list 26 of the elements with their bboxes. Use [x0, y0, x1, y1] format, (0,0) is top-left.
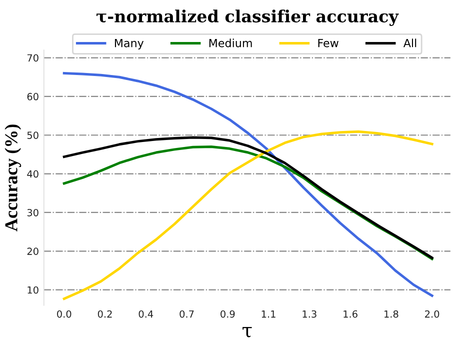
y-tick-label: 70 [27, 54, 38, 62]
y-tick-label: 10 [28, 286, 38, 294]
legend-label: Many [114, 39, 144, 50]
x-tick-label: 0.4 [138, 310, 154, 318]
line-series [62, 130, 434, 300]
x-tick-label: 2.0 [425, 310, 440, 318]
legend-label: Medium [209, 38, 252, 48]
line-series [62, 72, 434, 297]
x-tick-label: 1.3 [302, 310, 316, 318]
legend-label: All [403, 38, 416, 48]
x-tick-label: 0.2 [98, 310, 112, 318]
x-axis-title: τ [242, 327, 252, 338]
y-tick-label: 30 [27, 208, 38, 216]
x-tick-label: 1.8 [384, 310, 398, 318]
x-tick-label: 1.1 [262, 310, 276, 318]
chart-title: τ-normalized classifier accuracy [96, 10, 399, 26]
y-tick-label: 40 [27, 170, 38, 178]
x-tick-label: 0.7 [180, 310, 194, 318]
y-tick-label: 60 [27, 92, 38, 100]
x-tick-label: 0.9 [220, 310, 235, 318]
y-axis-title: Accuracy (%) [4, 124, 22, 232]
legend-label: Few [318, 39, 338, 48]
y-tick-label: 20 [27, 248, 38, 255]
x-tick-label: 0.0 [57, 310, 72, 318]
x-tick-label: 1.6 [344, 310, 358, 318]
y-tick-label: 50 [27, 132, 38, 139]
